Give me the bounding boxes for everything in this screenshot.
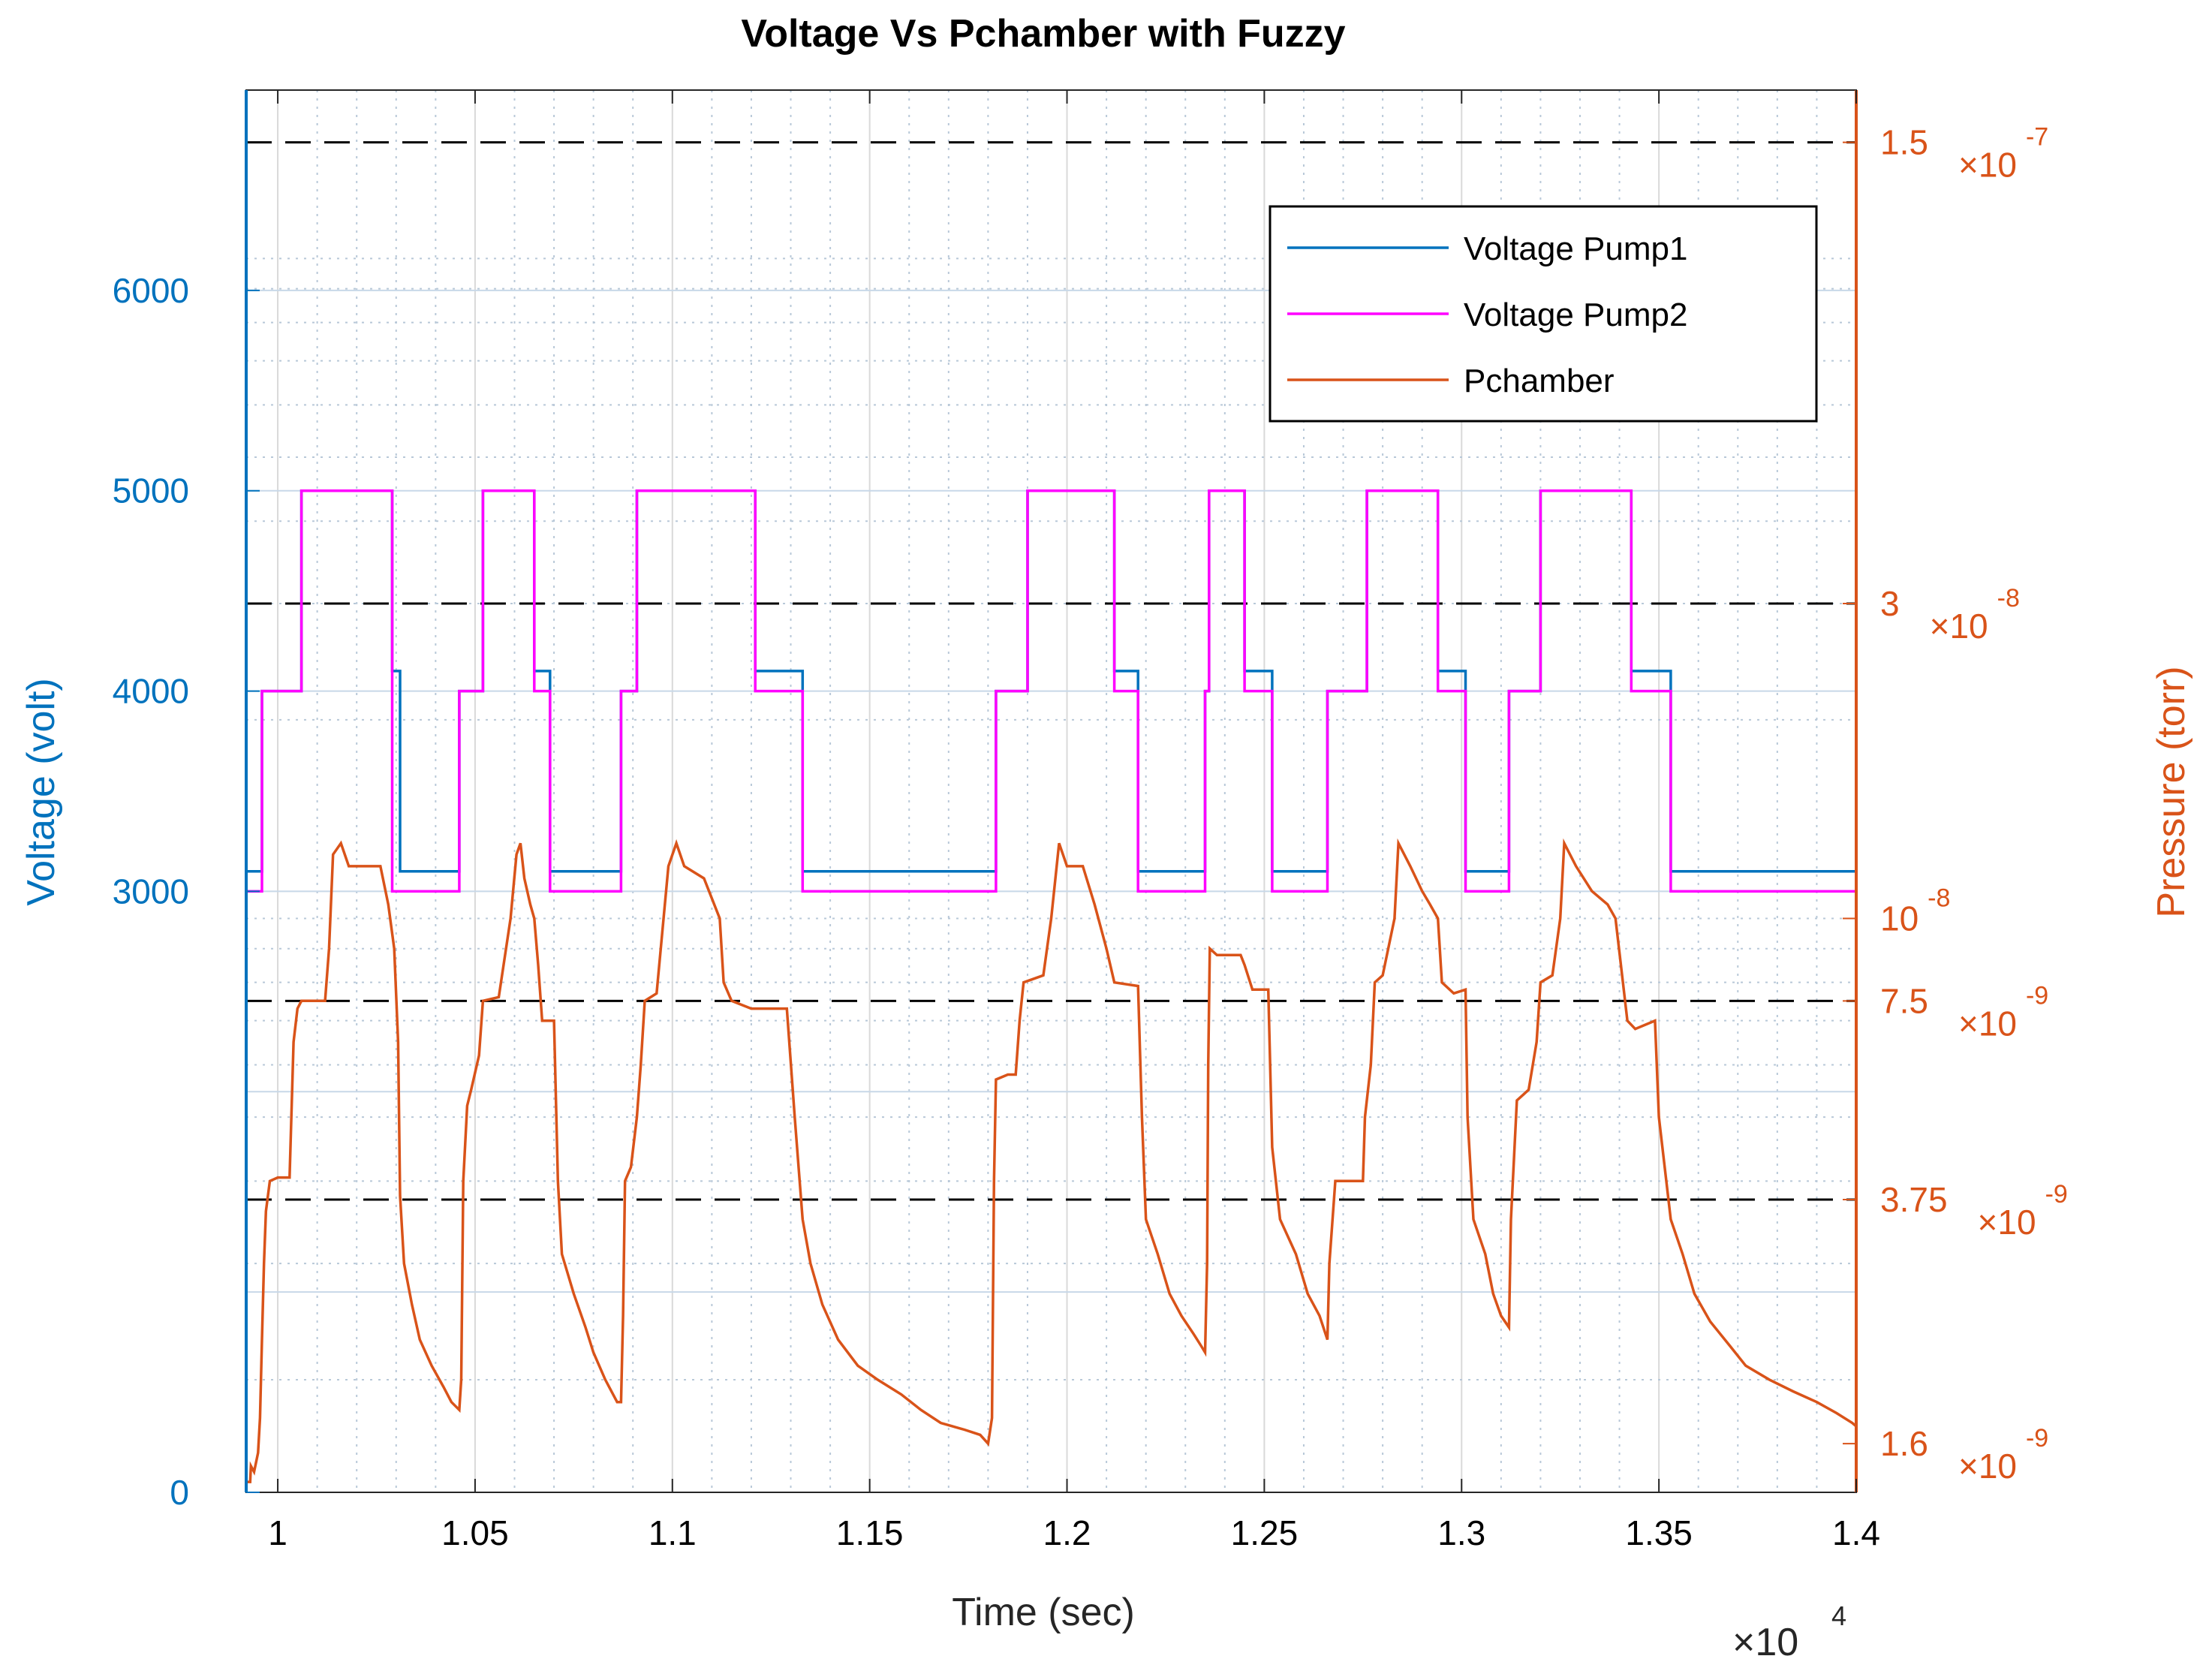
x-tick-label: 1.25 [1231,1513,1299,1552]
right-y-axis-label: Pressure (torr) [2150,666,2193,917]
x-tick-label: 1.4 [1832,1513,1880,1552]
x-multiplier-base: ×10 [1732,1621,1798,1664]
right-tick-label: 3 [1880,584,1900,623]
legend-entry: Voltage Pump1 [1464,230,1687,267]
x-tick-label: 1.15 [836,1513,904,1552]
left-tick-label: 3000 [113,872,189,911]
right-tick-label: 1.6 [1880,1424,1928,1463]
right-tick-exponent: -9 [2045,1180,2068,1209]
legend-entry: Voltage Pump2 [1464,297,1687,333]
right-tick-exponent: -9 [2026,1424,2048,1453]
right-tick-exponent: -8 [1928,884,1950,912]
x-axis-label: Time (sec) [952,1591,1135,1634]
x-tick-label: 1.35 [1625,1513,1693,1552]
axis-ticks: 1 1.05 1.1 1.15 1.2 1.25 1.3 1.35 1.4 0 3000 4000 50… [113,90,2068,1552]
x-tick-label: 1.3 [1437,1513,1485,1552]
legend-entry: Pchamber [1464,363,1615,399]
series-line-pchamber [246,838,1858,1483]
right-tick-multiplier: ×10 [1978,1203,2036,1242]
right-tick-label: 7.5 [1880,981,1928,1020]
right-tick-exponent: -7 [2026,123,2048,152]
right-tick-multiplier: ×10 [1930,607,1988,646]
legend: Voltage Pump1 Voltage Pump2 Pchamber [1269,205,1818,423]
x-tick-label: 1.1 [649,1513,697,1552]
right-tick-label: 3.75 [1880,1180,1948,1219]
right-tick-multiplier: ×10 [1958,1447,2017,1486]
x-multiplier-exponent: 4 [1831,1600,1846,1631]
left-tick-label: 4000 [113,672,189,711]
right-tick-exponent: -9 [2026,981,2048,1010]
reference-lines [246,141,1856,1201]
right-tick-exponent: -8 [1997,584,2020,613]
x-tick-label: 1.2 [1043,1513,1091,1552]
series-line-voltage-pump2 [246,489,1856,893]
chart-title: Voltage Vs Pchamber with Fuzzy [741,12,1345,56]
x-tick-label: 1.05 [441,1513,509,1552]
x-tick-label: 1 [268,1513,287,1552]
data-series [246,489,1858,1483]
right-tick-multiplier: ×10 [1958,1004,2017,1043]
left-tick-label: 5000 [113,471,189,510]
left-tick-label: 6000 [113,271,189,310]
left-y-axis-label: Voltage (volt) [20,678,63,906]
right-tick-label: 10 [1880,899,1919,938]
right-tick-label: 1.5 [1880,123,1928,162]
left-tick-label: 0 [170,1473,189,1512]
x-axis-multiplier: ×10 4 [1732,1600,1846,1664]
right-tick-multiplier: ×10 [1958,146,2017,185]
